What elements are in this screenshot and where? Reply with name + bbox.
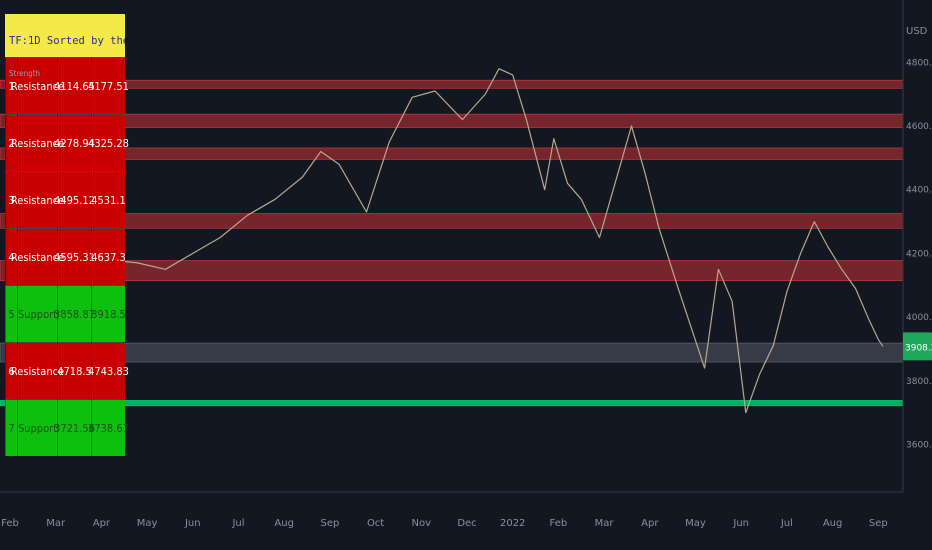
zone-resistance-1 <box>0 260 904 281</box>
table-row: 1 Resistance 4114.65 4177.51 <box>5 57 129 114</box>
x-tick-label: Apr <box>641 518 659 529</box>
x-tick-label: Feb <box>550 518 568 529</box>
table-title: TF:1D Sorted by the Strength <box>5 14 125 57</box>
row-high: 4637.3 <box>91 229 126 285</box>
row-high: 3738.67 <box>88 400 129 456</box>
x-tick-label: May <box>685 518 706 529</box>
levels-table: TF:1D Sorted by the Strength Strength 1R… <box>5 14 129 456</box>
x-tick-label: Jul <box>780 518 793 529</box>
row-rank: 4 <box>5 229 17 285</box>
x-tick-label: Sep <box>869 518 888 529</box>
x-tick-label: Nov <box>412 518 432 529</box>
row-rank: 7 <box>5 400 17 456</box>
table-row: 2 Resistance 4278.94 4325.28 <box>5 114 129 171</box>
x-tick-label: Aug <box>274 518 294 529</box>
row-type: Support <box>17 286 57 342</box>
x-tick-label: Oct <box>367 518 384 529</box>
table-row: 7 Support 3721.56 3738.67 <box>5 399 129 456</box>
row-rank: 1 <box>5 58 17 114</box>
row-rank: 3 <box>5 172 17 228</box>
row-high: 4743.83 <box>88 343 129 399</box>
row-low: 4278.94 <box>54 115 95 171</box>
row-low: 4114.65 <box>54 58 95 114</box>
row-low: 4495.12 <box>54 172 95 228</box>
x-tick-label: Apr <box>93 518 111 529</box>
y-tick-label: 4400.00 <box>906 186 932 196</box>
x-tick-label: Aug <box>823 518 843 529</box>
zone-resistance-5 <box>0 79 904 89</box>
currency-label: USD <box>906 26 928 37</box>
x-tick-label: Jul <box>231 518 244 529</box>
x-tick-label: Sep <box>320 518 339 529</box>
row-low: 4718.5 <box>57 343 92 399</box>
y-tick-label: 4200.00 <box>906 249 932 259</box>
row-high: 4177.51 <box>88 58 129 114</box>
zone-resistance-3 <box>0 147 904 160</box>
row-type: Support <box>17 400 57 456</box>
x-tick-label: May <box>137 518 158 529</box>
x-tick-label: 2022 <box>500 518 525 529</box>
row-low: 4595.31 <box>54 229 95 285</box>
row-rank: 2 <box>5 115 17 171</box>
row-rank: 6 <box>5 343 17 399</box>
row-rank: 5 <box>5 286 17 342</box>
table-subtitle: Strength <box>9 69 41 78</box>
zone-resistance-4 <box>0 113 904 128</box>
row-low: 3721.56 <box>54 400 95 456</box>
row-high: 4325.28 <box>88 115 129 171</box>
last-price-badge <box>903 332 932 361</box>
y-tick-label: 3600.00 <box>906 441 932 451</box>
row-type: Resistance <box>11 58 64 114</box>
row-type: Resistance <box>11 343 64 399</box>
y-tick-label: 4000.00 <box>906 313 932 323</box>
row-high: 4531.1 <box>91 172 126 228</box>
table-row: 6 Resistance 4718.5 4743.83 <box>5 342 129 399</box>
y-tick-label: 4800.00 <box>906 58 932 68</box>
zone-support-7 <box>0 400 904 407</box>
x-tick-label: Mar <box>46 518 66 529</box>
y-tick-label: 4600.00 <box>906 122 932 132</box>
table-row: 3 Resistance 4495.12 4531.1 <box>5 171 126 228</box>
x-tick-label: Mar <box>595 518 615 529</box>
row-low: 3858.87 <box>54 286 95 342</box>
row-type: Resistance <box>11 229 64 285</box>
table-row: 4 Resistance 4595.31 4637.3 <box>5 228 126 285</box>
last-price-label: 3908.20 <box>905 343 932 353</box>
table-row: 5 Support 3858.87 3918.5 <box>5 285 126 342</box>
x-tick-label: Jun <box>184 518 201 529</box>
x-tick-label: Jun <box>732 518 749 529</box>
zone-support-6 <box>0 342 904 363</box>
x-tick-label: Dec <box>457 518 476 529</box>
row-high: 3918.5 <box>91 286 126 342</box>
row-type: Resistance <box>11 115 64 171</box>
zone-resistance-2 <box>0 213 904 229</box>
row-type: Resistance <box>11 172 64 228</box>
x-tick-label: Feb <box>1 518 19 529</box>
price-line <box>110 68 884 414</box>
y-tick-label: 3800.00 <box>906 377 932 387</box>
